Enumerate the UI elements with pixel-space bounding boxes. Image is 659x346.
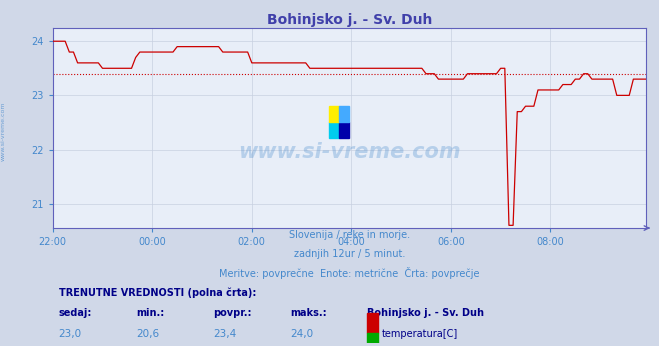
Text: Slovenija / reke in morje.: Slovenija / reke in morje. [289, 230, 410, 240]
Text: temperatura[C]: temperatura[C] [382, 329, 458, 339]
Text: TRENUTNE VREDNOSTI (polna črta):: TRENUTNE VREDNOSTI (polna črta): [59, 288, 256, 298]
Bar [367, 313, 378, 334]
Text: 23,4: 23,4 [213, 329, 236, 339]
Text: 20,6: 20,6 [136, 329, 159, 339]
Text: 23,0: 23,0 [59, 329, 82, 339]
Text: Meritve: povprečne  Enote: metrične  Črta: povprečje: Meritve: povprečne Enote: metrične Črta:… [219, 267, 480, 279]
Text: zadnjih 12ur / 5 minut.: zadnjih 12ur / 5 minut. [293, 249, 405, 259]
Bar [328, 106, 339, 122]
Text: maks.:: maks.: [290, 308, 327, 318]
Title: Bohinjsko j. - Sv. Duh: Bohinjsko j. - Sv. Duh [267, 12, 432, 27]
Bar [339, 106, 349, 122]
Text: povpr.:: povpr.: [213, 308, 251, 318]
Text: sedaj:: sedaj: [59, 308, 92, 318]
Bar [367, 334, 378, 346]
Text: www.si-vreme.com: www.si-vreme.com [238, 142, 461, 162]
Text: min.:: min.: [136, 308, 164, 318]
Text: Bohinjsko j. - Sv. Duh: Bohinjsko j. - Sv. Duh [367, 308, 484, 318]
Text: www.si-vreme.com: www.si-vreme.com [1, 102, 6, 161]
Bar [328, 122, 339, 138]
Text: 24,0: 24,0 [290, 329, 313, 339]
Bar [339, 122, 349, 138]
